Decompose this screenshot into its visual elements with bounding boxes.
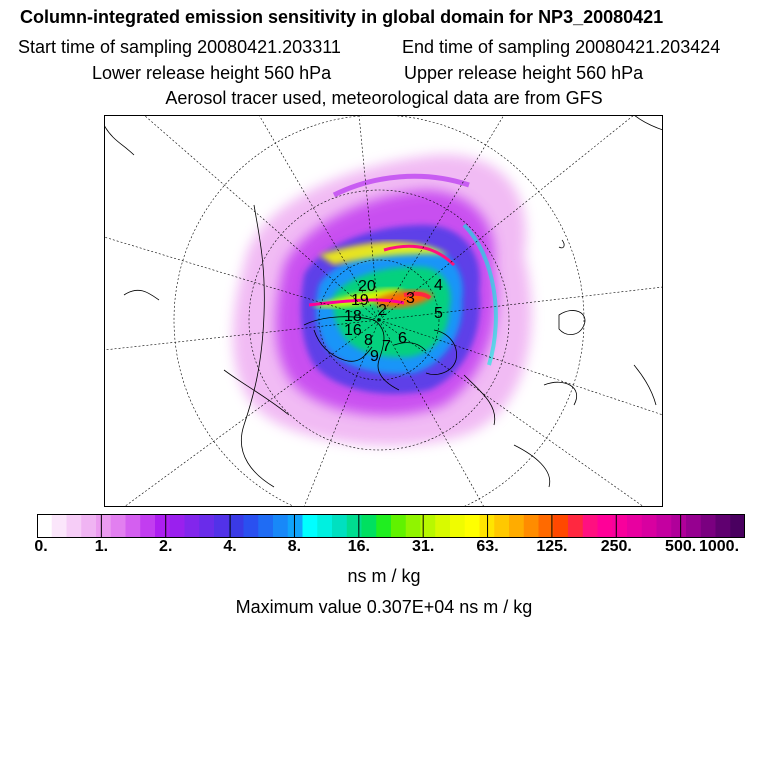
station-labels: 20 19 18 16 2 3 4 5 6 7 8 9	[344, 277, 443, 365]
label-7: 7	[382, 338, 391, 355]
upper-release-text: Upper release height 560 hPa	[404, 63, 644, 83]
colorbar-cell	[228, 514, 244, 538]
colorbar-cell	[553, 514, 569, 538]
colorbar-cell	[214, 514, 230, 538]
label-5: 5	[434, 305, 443, 322]
colorbar-cell	[66, 514, 82, 538]
colorbar-cell	[715, 514, 731, 538]
colorbar-cell	[420, 514, 436, 538]
colorbar-tick-label: 1.	[94, 538, 109, 555]
colorbar-cell	[523, 514, 539, 538]
colorbar-cell	[81, 514, 97, 538]
colorbar-tick-label: 2.	[159, 538, 173, 555]
colorbar-cell	[51, 514, 67, 538]
colorbar-cell	[509, 514, 525, 538]
start-time-text: Start time of sampling 20080421.203311	[18, 37, 341, 57]
map-plot: 20 19 18 16 2 3 4 5 6 7 8 9	[104, 115, 663, 507]
label-2: 2	[378, 302, 387, 319]
colorbar-cell	[317, 514, 333, 538]
latlon-grid	[104, 115, 663, 507]
colorbar-cell	[243, 514, 259, 538]
colorbar-tick-label: 0.	[34, 538, 48, 555]
tracer-text: Aerosol tracer used, meteorological data…	[165, 88, 603, 108]
label-3: 3	[406, 290, 415, 307]
colorbar-cell	[627, 514, 643, 538]
label-4: 4	[434, 277, 443, 294]
colorbar-cell	[155, 514, 171, 538]
colorbar-cell	[258, 514, 274, 538]
maximum-value-text: Maximum value 0.307E+04 ns m / kg	[235, 597, 533, 617]
colorbar-cell	[199, 514, 215, 538]
colorbar-cell	[110, 514, 126, 538]
map-frame	[104, 115, 663, 507]
colorbar-tick-label: 16.	[347, 538, 370, 555]
colorbar-tick-label: 31.	[412, 538, 435, 555]
colorbar-tick-label: 4.	[223, 538, 237, 555]
colorbar-cell	[405, 514, 421, 538]
colorbar-cell	[656, 514, 672, 538]
colorbar-cell	[538, 514, 554, 538]
colorbar-tick-label: 500.	[665, 538, 697, 555]
label-20: 20	[358, 278, 376, 295]
colorbar-cell	[140, 514, 156, 538]
label-6: 6	[398, 330, 407, 347]
colorbar-cell	[361, 514, 377, 538]
colorbar-tick-label: 63.	[476, 538, 499, 555]
colorbar-cell	[96, 514, 112, 538]
colorbar-cell	[376, 514, 392, 538]
colorbar-cell	[464, 514, 480, 538]
label-8: 8	[364, 332, 373, 349]
colorbar-cell	[273, 514, 289, 538]
colorbar	[37, 514, 745, 538]
colorbar-unit: ns m / kg	[347, 566, 421, 586]
colorbar-tick-label: 125.	[536, 538, 568, 555]
colorbar-cell	[568, 514, 584, 538]
colorbar-cell	[302, 514, 318, 538]
label-9: 9	[370, 348, 379, 365]
colorbar-cell	[494, 514, 510, 538]
colorbar-cell	[641, 514, 657, 538]
colorbar-tick-label: 1000.	[698, 538, 740, 555]
lower-release-text: Lower release height 560 hPa	[92, 63, 332, 83]
colorbar-cell	[332, 514, 348, 538]
end-time-text: End time of sampling 20080421.203424	[402, 37, 721, 57]
chart-title: Column-integrated emission sensitivity i…	[20, 7, 664, 27]
colorbar-cell	[435, 514, 451, 538]
colorbar-cell	[597, 514, 613, 538]
colorbar-tick-label: 8.	[287, 538, 302, 555]
colorbar-cell	[37, 514, 53, 538]
colorbar-cell	[612, 514, 628, 538]
colorbar-cell	[700, 514, 716, 538]
colorbar-cell	[391, 514, 407, 538]
colorbar-cell	[686, 514, 702, 538]
colorbar-cell	[730, 514, 745, 538]
coastlines	[104, 115, 663, 488]
label-16: 16	[344, 322, 362, 339]
label-18: 18	[344, 308, 362, 325]
colorbar-cell	[346, 514, 362, 538]
colorbar-cell	[671, 514, 687, 538]
colorbar-tick-label: 250.	[600, 538, 632, 555]
colorbar-cell	[582, 514, 598, 538]
colorbar-cell	[125, 514, 141, 538]
colorbar-cell	[169, 514, 185, 538]
label-19: 19	[351, 292, 369, 309]
colorbar-cell	[287, 514, 303, 538]
colorbar-cell	[184, 514, 200, 538]
colorbar-frame	[37, 514, 745, 538]
colorbar-cell	[450, 514, 466, 538]
